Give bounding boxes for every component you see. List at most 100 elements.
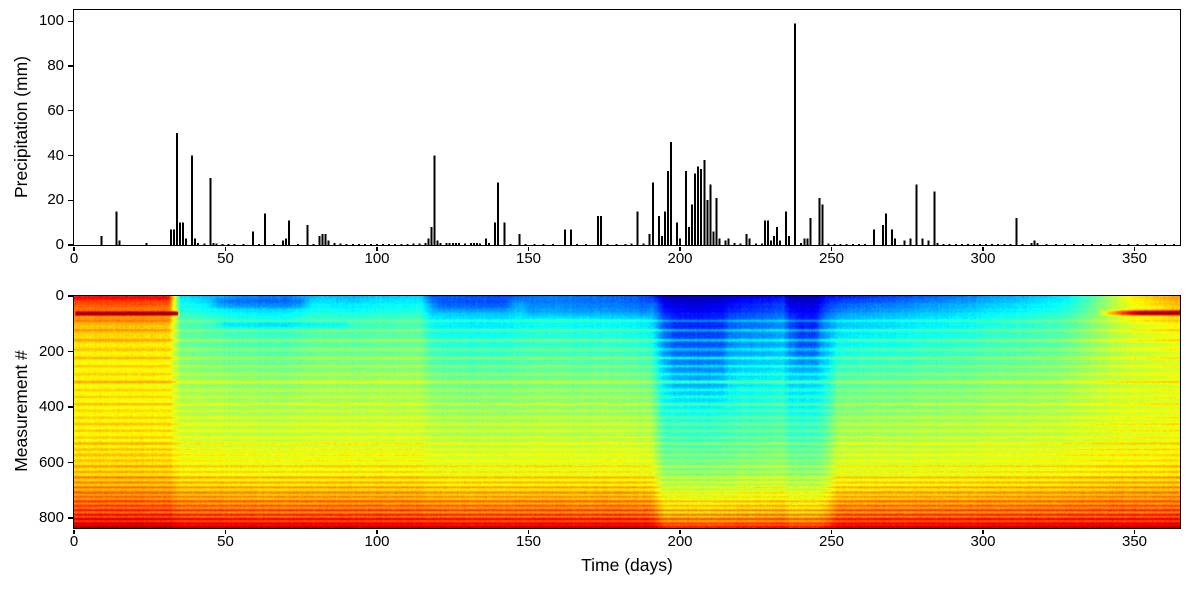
precip-bar <box>715 198 717 245</box>
precip-bar <box>436 240 438 244</box>
precip-bar <box>472 242 474 244</box>
precip-bar <box>775 227 777 245</box>
precip-x-tick-label: 200 <box>667 251 692 267</box>
precip-bar <box>182 222 184 244</box>
precip-y-tick-label: 100 <box>0 13 64 29</box>
precip-bar <box>839 244 841 245</box>
precip-bar <box>1021 243 1023 244</box>
precip-bar <box>179 222 181 244</box>
heatmap-y-tick-label: 200 <box>0 344 64 360</box>
precip-bar <box>718 238 720 245</box>
precip-bar <box>624 243 626 244</box>
precip-bar <box>597 215 599 244</box>
precip-bar <box>1100 243 1102 244</box>
precip-bar <box>700 168 702 244</box>
precip-bar <box>382 243 384 244</box>
precip-bar <box>169 229 171 245</box>
precip-bar <box>1154 243 1156 244</box>
precip-bar <box>197 242 199 244</box>
precip-bar <box>1054 244 1056 245</box>
precip-y-tick <box>68 200 73 201</box>
precip-bar <box>424 242 426 244</box>
precip-bar <box>427 238 429 245</box>
precip-bar <box>418 243 420 245</box>
precip-bar <box>394 243 396 244</box>
precipitation-bars <box>74 10 1180 245</box>
precip-bar <box>209 177 211 244</box>
precip-bar <box>827 243 829 244</box>
precip-bar <box>800 242 802 244</box>
heatmap-x-tick-label: 300 <box>970 534 995 550</box>
precip-bar <box>282 240 284 244</box>
precip-bar <box>772 236 774 245</box>
precip-bar <box>479 243 481 244</box>
precip-bar <box>433 155 435 245</box>
precip-bar <box>806 238 808 245</box>
precip-bar <box>991 243 993 244</box>
precip-bar <box>145 242 147 244</box>
precip-bar <box>469 242 471 244</box>
precip-bar <box>176 133 178 245</box>
precip-y-tick <box>68 155 73 156</box>
precip-bar <box>663 211 665 245</box>
precip-bar <box>985 244 987 245</box>
precip-bar <box>948 244 950 245</box>
precip-bar <box>754 243 756 244</box>
precip-bar <box>706 200 708 245</box>
precip-bar <box>376 243 378 244</box>
precip-bar <box>779 240 781 244</box>
precip-bar <box>242 244 244 245</box>
heatmap-y-tick-label: 0 <box>0 288 64 304</box>
precip-bar <box>966 243 968 244</box>
precip-bar <box>709 184 711 244</box>
heatmap-y-tick <box>68 462 73 463</box>
precip-bar <box>927 240 929 244</box>
precip-bar <box>606 243 608 244</box>
precip-bar <box>785 211 787 245</box>
precip-bar <box>766 220 768 245</box>
precip-bar <box>703 159 705 244</box>
precip-bar <box>651 182 653 245</box>
precip-bar <box>400 244 402 245</box>
precip-bar <box>669 142 671 245</box>
precip-y-tick <box>68 65 73 66</box>
precip-bar <box>518 233 520 244</box>
precipitation-plot-area <box>73 9 1181 246</box>
precip-bar <box>803 238 805 245</box>
precip-bar <box>445 243 447 245</box>
precip-bar <box>660 236 662 245</box>
precip-bar <box>285 238 287 245</box>
precip-bar <box>691 204 693 244</box>
precip-bar <box>272 244 274 245</box>
precip-bar <box>1003 243 1005 244</box>
precip-bar <box>657 215 659 244</box>
precip-bar <box>1091 244 1093 245</box>
precip-bar <box>118 240 120 244</box>
precip-bar <box>1015 218 1017 245</box>
heatmap-x-tick-label: 350 <box>1122 534 1147 550</box>
precip-x-tick-label: 250 <box>819 251 844 267</box>
precip-bar <box>979 243 981 244</box>
precip-bar <box>363 243 365 244</box>
precip-bar <box>794 23 796 245</box>
precip-y-tick-label: 20 <box>0 192 64 208</box>
precip-bar <box>857 243 859 244</box>
precip-bar <box>1109 244 1111 245</box>
precip-bar <box>351 243 353 244</box>
precip-bar <box>233 244 235 245</box>
precip-bar <box>212 242 214 244</box>
precip-bar <box>215 243 217 244</box>
heatmap-x-tick-label: 150 <box>516 534 541 550</box>
heatmap-x-tick-label: 250 <box>819 534 844 550</box>
precip-bar <box>712 231 714 244</box>
precip-bar <box>191 155 193 245</box>
precip-bar <box>533 244 535 245</box>
precip-bar <box>615 244 617 245</box>
precip-bar <box>997 244 999 245</box>
precip-bar <box>1082 243 1084 244</box>
precip-bar <box>1118 243 1120 244</box>
precip-bar <box>745 233 747 244</box>
precip-bar <box>666 171 668 245</box>
precip-bar <box>921 238 923 245</box>
heatmap-x-tick-label: 100 <box>364 534 389 550</box>
